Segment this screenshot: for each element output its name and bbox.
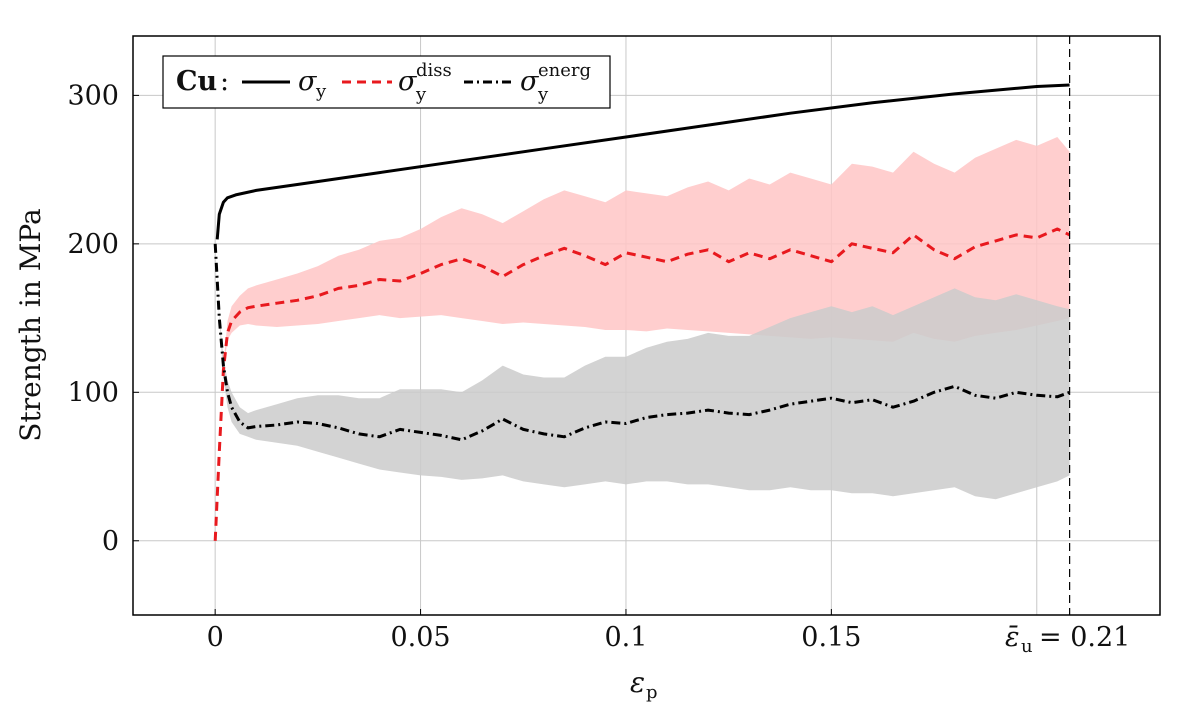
legend-entry-sigma-y-diss-sub: y (415, 84, 427, 105)
legend-entry-sigma-y-diss-sup: diss (416, 60, 452, 81)
sigma_y-line (215, 83, 1070, 240)
legend-entry-sigma-y-energ-sub: y (537, 84, 549, 105)
sigma_y_diss-band (215, 137, 1070, 541)
x-tick-label: 0.1 (604, 622, 647, 653)
sigma_y_energ-band (215, 243, 1070, 500)
series-lines (213, 83, 1071, 541)
plot-frame (132, 35, 1161, 616)
marker-label-sub: u (1021, 636, 1033, 657)
x-axis-label: ε p (630, 666, 658, 703)
marker-tick-label: ε̄ u = 0.21 (1005, 622, 1130, 657)
axis-ticks: 0 0.05 0.1 0.15 0 100 200 300 (67, 80, 861, 653)
legend-entry-sigma-y-energ-sup: energ (538, 60, 591, 81)
x-tick-label: 0 (207, 622, 224, 653)
y-tick-label: 0 (102, 526, 119, 557)
legend-material-suffix: : (220, 66, 229, 97)
confidence-bands (215, 137, 1070, 541)
marker-label-value: = 0.21 (1039, 622, 1130, 653)
legend: Cu : σ y σ y diss σ y energ (162, 55, 611, 109)
legend-entry-sigma-y-diss-symbol: σ (398, 66, 418, 97)
legend-box (162, 55, 611, 109)
sigma_y_diss-line (213, 227, 1071, 541)
x-axis-label-sub: p (646, 682, 658, 703)
legend-entry-sigma-y-symbol: σ (298, 66, 318, 97)
legend-entry-sigma-y-sub: y (315, 81, 327, 102)
x-axis-label-main: ε (630, 666, 645, 699)
y-axis-label: Strength in MPa (14, 208, 47, 441)
x-tick-label: 0.15 (801, 622, 861, 653)
y-tick-label: 100 (67, 377, 119, 408)
x-tick-label: 0.05 (390, 622, 450, 653)
y-tick-label: 200 (67, 229, 119, 260)
legend-material: Cu (176, 66, 217, 97)
legend-entry-sigma-y-energ-symbol: σ (520, 66, 540, 97)
y-tick-label: 300 (67, 80, 119, 111)
marker-label-main: ε̄ (1005, 622, 1020, 653)
sigma_y_energ-line (213, 243, 1071, 442)
